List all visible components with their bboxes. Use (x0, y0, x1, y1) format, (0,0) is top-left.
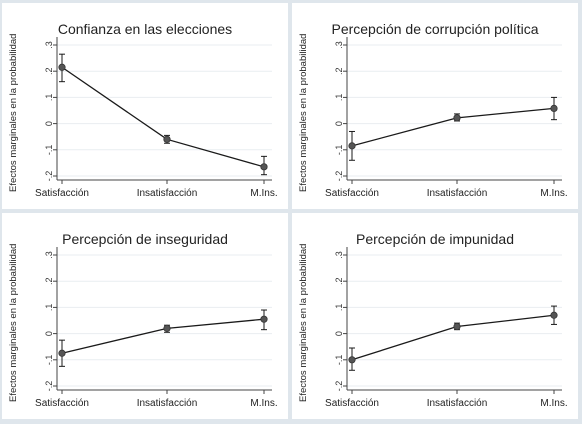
y-tick-label: 0 (334, 331, 344, 336)
x-tick-label: Satisfacción (325, 188, 379, 199)
y-tick-label: 0 (44, 331, 54, 336)
y-tick-label: -.1 (44, 145, 54, 156)
plot-area (57, 37, 272, 176)
data-point (348, 142, 356, 150)
y-tick-label: .2 (44, 277, 54, 285)
y-tick-label: 0 (334, 121, 344, 126)
y-axis-label: Efectos marginales en la probabilidad (8, 33, 19, 192)
data-point (260, 163, 268, 171)
data-point (58, 63, 66, 71)
y-tick-label: -.2 (44, 171, 54, 182)
y-tick-label: -.1 (334, 145, 344, 156)
x-tick-label: M.Ins. (250, 398, 277, 409)
y-tick-label: 0 (44, 121, 54, 126)
y-tick-label: .1 (334, 304, 344, 312)
panel-corrupcion: -.2 -.1 0 .1 .2 .3 Satisfacción Insatisfacción M… (292, 3, 578, 209)
y-tick-label: .3 (44, 41, 54, 49)
y-tick-label: .1 (44, 94, 54, 102)
panel-title: Percepción de inseguridad (62, 231, 228, 247)
y-tick-label: -.2 (44, 381, 54, 392)
y-tick-label: .3 (334, 41, 344, 49)
data-point (163, 135, 171, 143)
x-tick-label: Satisfacción (35, 398, 89, 409)
chart-plot-1: -.2 -.1 0 .1 .2 .3 Satisfacción Insatisfacción M… (325, 37, 568, 199)
y-tick-label: .2 (334, 277, 344, 285)
y-axis-label: Efectos marginales en la probabilidad (8, 243, 19, 402)
y-tick-label: .1 (334, 94, 344, 102)
y-tick-label: -.1 (44, 355, 54, 366)
y-tick-label: .2 (334, 67, 344, 75)
y-axis-label: Efectos marginales en la probabilidad (298, 33, 309, 192)
data-point (550, 104, 558, 113)
data-point (260, 315, 268, 323)
plot-area (347, 37, 562, 176)
x-tick-label: M.Ins. (540, 188, 567, 199)
y-tick-label: .2 (44, 67, 54, 75)
x-tick-label: M.Ins. (540, 398, 567, 409)
y-tick-label: -.2 (334, 171, 344, 182)
panel-title: Percepción de impunidad (356, 231, 514, 247)
plot-area (347, 247, 562, 386)
x-tick-label: Satisfacción (35, 188, 89, 199)
data-point (453, 322, 461, 331)
x-tick-label: Satisfacción (325, 398, 379, 409)
x-tick-label: Insatisfacción (427, 398, 488, 409)
y-tick-label: .3 (44, 251, 54, 259)
y-tick-label: .1 (44, 304, 54, 312)
panel-confianza: -.2 -.1 0 .1 .2 .3 Satisfacción Insatisfacción M… (2, 3, 288, 209)
chart-plot-3: -.2 -.1 0 .1 .2 .3 Satisfacción Insatisfacción M… (325, 247, 568, 409)
x-tick-label: M.Ins. (250, 188, 277, 199)
x-tick-label: Insatisfacción (137, 398, 198, 409)
data-point (348, 356, 356, 364)
x-tick-label: Insatisfacción (427, 188, 488, 199)
data-point (550, 311, 558, 319)
y-axis-label: Efectos marginales en la probabilidad (298, 243, 309, 402)
data-point (58, 349, 66, 357)
chart-plot-0: -.2 -.1 0 .1 .2 .3 Satisfacción Insatisfacción M… (35, 37, 278, 199)
panel-title: Percepción de corrupción política (331, 21, 539, 37)
panel-inseguridad: -.2 -.1 0 .1 .2 .3 Satisfacción Insatisfacción M… (2, 213, 288, 419)
data-point (453, 114, 461, 122)
chart-plot-2: -.2 -.1 0 .1 .2 .3 Satisfacción Insatisfacción M… (35, 247, 278, 409)
y-tick-label: -.2 (334, 381, 344, 392)
data-point (163, 324, 171, 332)
panel-impunidad: -.2 -.1 0 .1 .2 .3 Satisfacción Insatisfacción M… (292, 213, 578, 419)
x-tick-label: Insatisfacción (137, 188, 198, 199)
panel-title: Confianza en las elecciones (57, 21, 233, 37)
y-tick-label: -.1 (334, 355, 344, 366)
plot-area (57, 247, 272, 386)
y-tick-label: .3 (334, 251, 344, 259)
